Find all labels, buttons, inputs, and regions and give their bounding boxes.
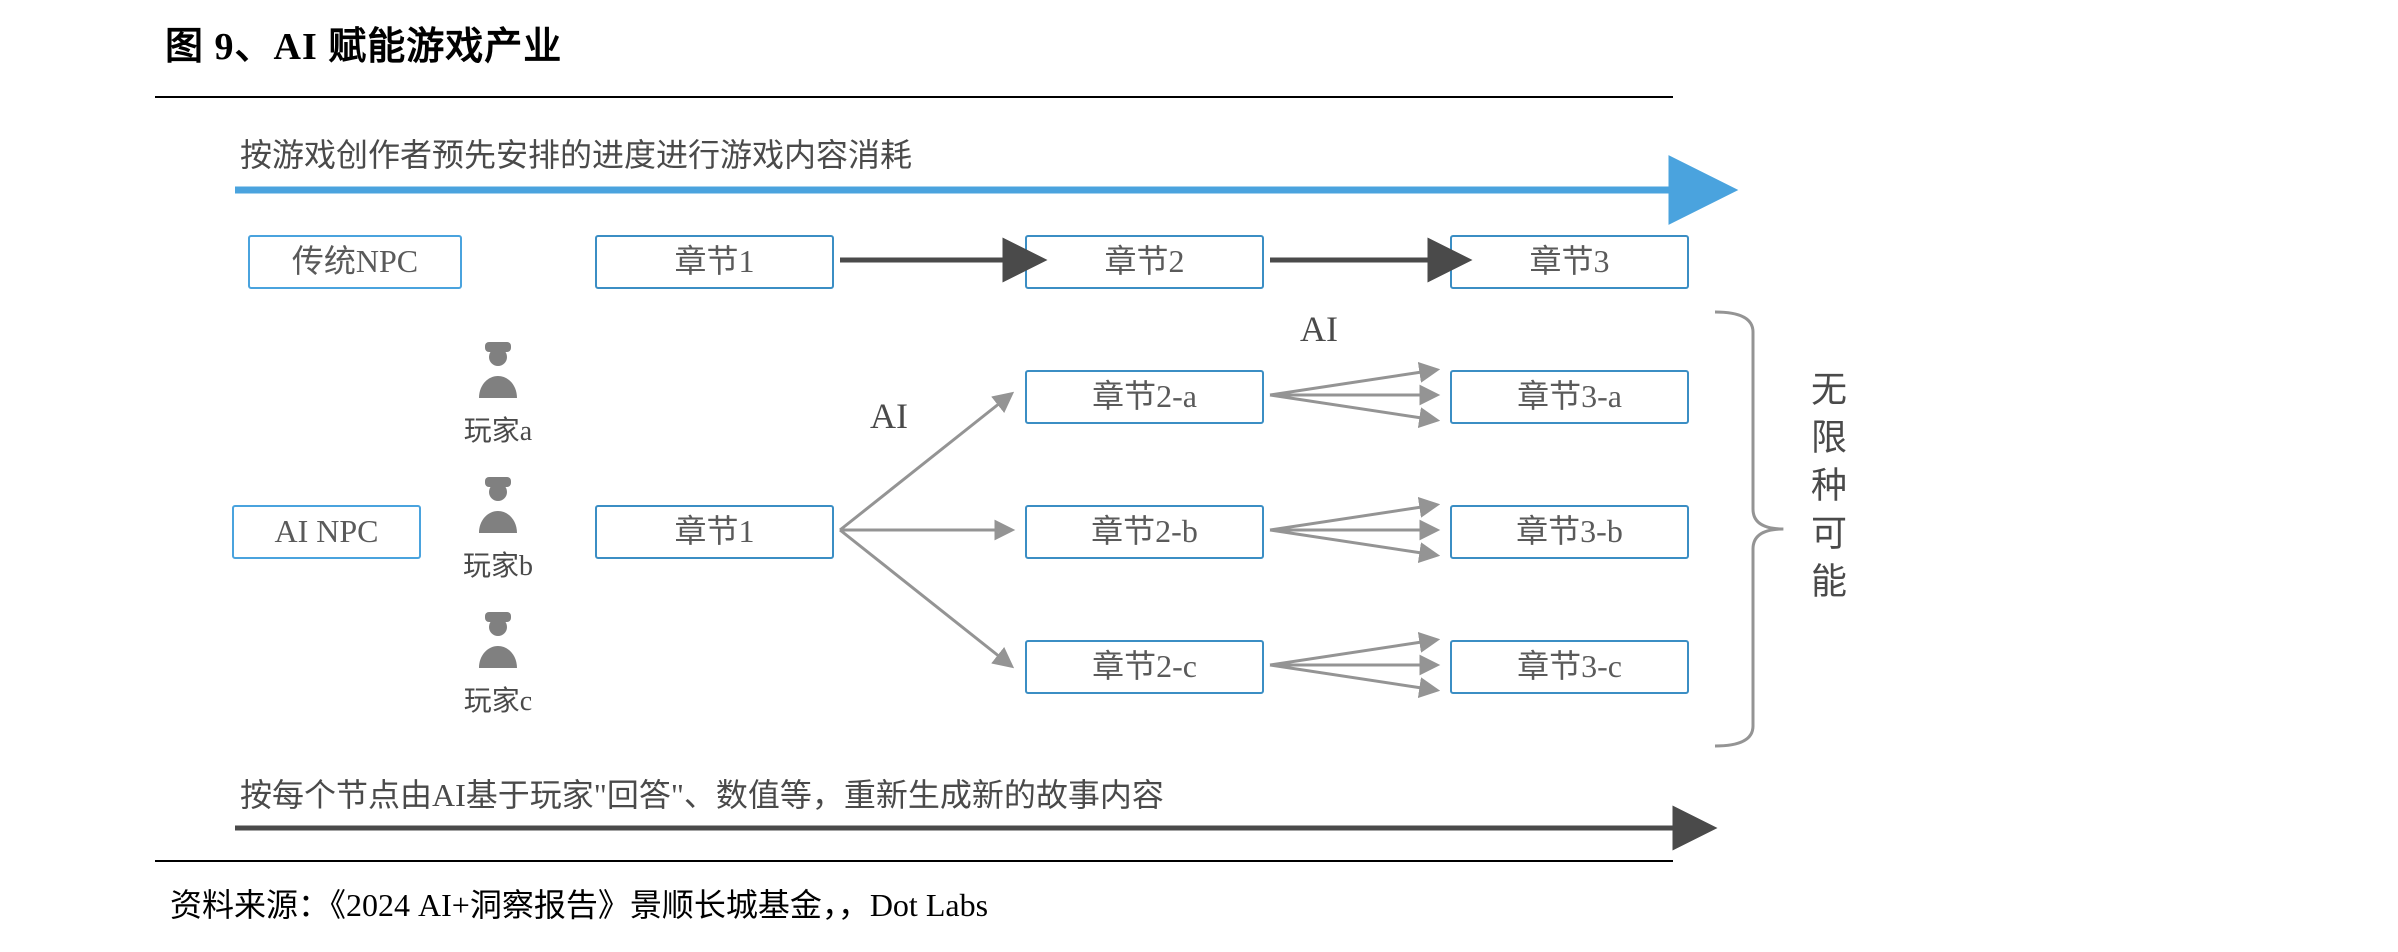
box-ch3a: 章节3-a bbox=[1450, 370, 1689, 424]
top-rule bbox=[155, 96, 1673, 98]
box-ch2b: 章节2-b bbox=[1025, 505, 1264, 559]
source-text: 资料来源：《2024 AI+洞察报告》景顺长城基金，，Dot Labs bbox=[170, 880, 988, 926]
ai-label-2: AI bbox=[1300, 308, 1338, 350]
player-a: 玩家a bbox=[438, 340, 558, 449]
player-c: 玩家c bbox=[438, 610, 558, 719]
box-ai-npc: AI NPC bbox=[232, 505, 421, 559]
box-ch3b: 章节3-b bbox=[1450, 505, 1689, 559]
right-vertical-text: 无限种可能 bbox=[1800, 370, 1852, 610]
box-ch3-top: 章节3 bbox=[1450, 235, 1689, 289]
box-label: 章节1 bbox=[674, 244, 754, 279]
box-label: 章节1 bbox=[674, 514, 754, 549]
box-label: AI NPC bbox=[274, 514, 378, 549]
box-label: 传统NPC bbox=[292, 244, 418, 279]
bottom-caption: 按每个节点由AI基于玩家"回答"、数值等，重新生成新的故事内容 bbox=[240, 770, 1164, 816]
person-icon bbox=[471, 610, 525, 672]
player-label: 玩家b bbox=[438, 544, 558, 584]
box-traditional-npc: 传统NPC bbox=[248, 235, 462, 289]
box-label: 章节3-c bbox=[1517, 649, 1622, 684]
box-label: 章节3 bbox=[1529, 244, 1609, 279]
box-ch2-top: 章节2 bbox=[1025, 235, 1264, 289]
player-label: 玩家a bbox=[438, 409, 558, 449]
box-ch2c: 章节2-c bbox=[1025, 640, 1264, 694]
person-icon bbox=[471, 340, 525, 402]
box-label: 章节2 bbox=[1104, 244, 1184, 279]
box-label: 章节2-c bbox=[1092, 649, 1197, 684]
box-ch1-top: 章节1 bbox=[595, 235, 834, 289]
ai-label-1: AI bbox=[870, 395, 908, 437]
player-label: 玩家c bbox=[438, 679, 558, 719]
box-label: 章节3-a bbox=[1517, 379, 1622, 414]
box-ch3c: 章节3-c bbox=[1450, 640, 1689, 694]
box-ch1-bot: 章节1 bbox=[595, 505, 834, 559]
figure-title: 图 9、AI 赋能游戏产业 bbox=[165, 15, 562, 70]
box-label: 章节2-a bbox=[1092, 379, 1197, 414]
person-icon bbox=[471, 475, 525, 537]
box-label: 章节3-b bbox=[1516, 514, 1623, 549]
box-ch2a: 章节2-a bbox=[1025, 370, 1264, 424]
bottom-rule bbox=[155, 860, 1673, 862]
box-label: 章节2-b bbox=[1091, 514, 1198, 549]
top-caption: 按游戏创作者预先安排的进度进行游戏内容消耗 bbox=[240, 130, 912, 176]
player-b: 玩家b bbox=[438, 475, 558, 584]
figure-container: 图 9、AI 赋能游戏产业 按游戏创作者预先安排的进度进行游戏内容消耗 传统NP… bbox=[0, 0, 2398, 952]
